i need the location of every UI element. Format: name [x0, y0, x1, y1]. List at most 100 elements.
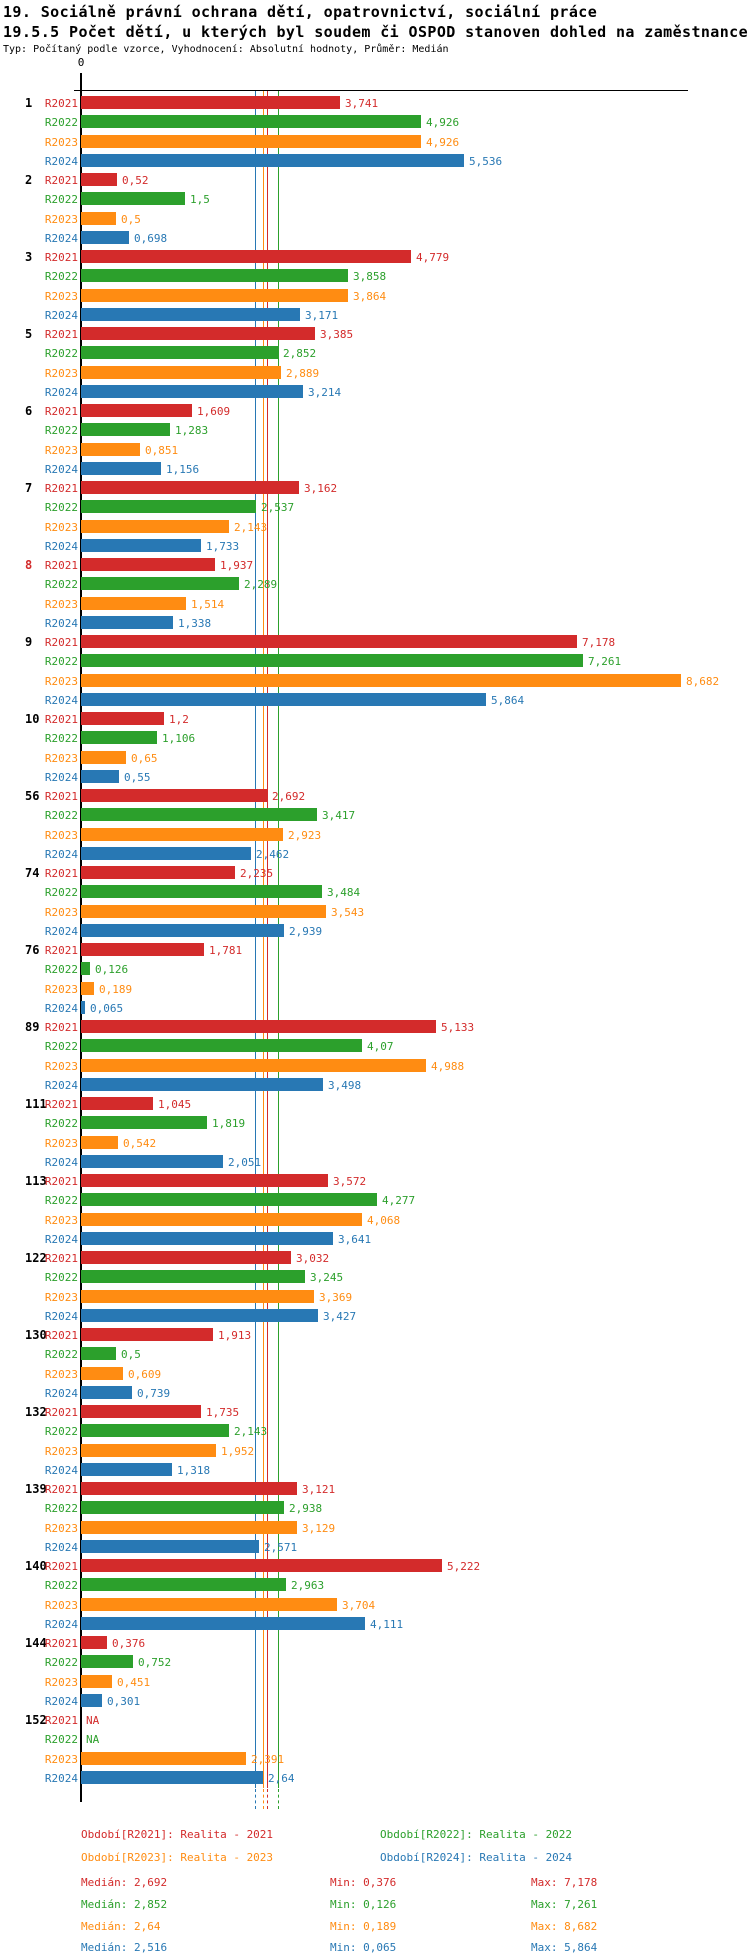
bar-value-label: 0,126 [95, 963, 129, 976]
bar-value-label: 3,704 [342, 1599, 376, 1612]
bar [81, 1405, 201, 1418]
bar [81, 885, 322, 898]
bar-value-label: 0,65 [131, 752, 158, 765]
series-row-label: R2024 [44, 1156, 78, 1169]
series-row-label: R2023 [44, 1214, 78, 1227]
bar-value-label: 1,338 [178, 617, 212, 630]
stat-min-R2022: Min: 0,126 [330, 1898, 397, 1911]
stat-max-R2021: Max: 7,178 [531, 1876, 598, 1889]
group-label: 74 [25, 866, 40, 880]
chart-meta-line: Typ: Počítaný podle vzorce, Vyhodnocení:… [3, 44, 449, 55]
median-line-dashed-tail-R2024 [255, 1789, 256, 1809]
bar [81, 1116, 207, 1129]
bar-value-label: 3,417 [322, 809, 356, 822]
bar-value-label: 1,283 [175, 424, 209, 437]
bar [81, 1309, 318, 1322]
series-row-label: R2024 [44, 309, 78, 322]
stat-median-R2022: Medián: 2,852 [81, 1898, 168, 1911]
series-row-label: R2021 [44, 713, 78, 726]
bar-value-label: 0,739 [137, 1387, 171, 1400]
series-row-label: R2024 [44, 1772, 78, 1785]
bar [81, 135, 421, 148]
series-row-label: R2022 [44, 347, 78, 360]
group-label: 8 [25, 558, 33, 572]
stat-min-R2021: Min: 0,376 [330, 1876, 397, 1889]
series-row-label: R2023 [44, 136, 78, 149]
bar [81, 346, 278, 359]
bar-value-label: 1,5 [190, 193, 210, 206]
series-row-label: R2024 [44, 1079, 78, 1092]
bar [81, 327, 315, 340]
bar [81, 154, 464, 167]
bar [81, 635, 577, 648]
series-row-label: R2023 [44, 521, 78, 534]
series-row-label: R2021 [44, 1175, 78, 1188]
bar [81, 289, 348, 302]
series-row-label: R2024 [44, 463, 78, 476]
bar [81, 1675, 112, 1688]
series-row-label: R2021 [44, 790, 78, 803]
series-row-label: R2024 [44, 1541, 78, 1554]
series-row-label: R2023 [44, 1445, 78, 1458]
series-row-label: R2022 [44, 1040, 78, 1053]
bar-value-label: 4,07 [367, 1040, 394, 1053]
bar [81, 173, 117, 186]
bar [81, 654, 583, 667]
series-row-label: R2024 [44, 848, 78, 861]
series-row-label: R2022 [44, 1579, 78, 1592]
bar [81, 674, 681, 687]
series-row-label: R2023 [44, 367, 78, 380]
legend-item-R2024: Období[R2024]: Realita - 2024 [380, 1851, 573, 1864]
group-label: 6 [25, 404, 33, 418]
bar [81, 1136, 118, 1149]
series-row-label: R2024 [44, 617, 78, 630]
bar [81, 539, 201, 552]
series-row-label: R2022 [44, 270, 78, 283]
series-row-label: R2023 [44, 290, 78, 303]
bar [81, 712, 164, 725]
bar-value-label: 3,498 [328, 1079, 362, 1092]
series-row-label: R2022 [44, 963, 78, 976]
series-row-label: R2024 [44, 155, 78, 168]
bar [81, 231, 129, 244]
bar-value-label: 4,111 [370, 1618, 404, 1631]
bar-value-label: 3,864 [353, 290, 387, 303]
median-line-dashed-tail-R2023 [263, 1789, 264, 1809]
bar [81, 1617, 365, 1630]
bar [81, 1752, 246, 1765]
bar [81, 693, 486, 706]
bar [81, 751, 126, 764]
group-label: 152 [25, 1713, 47, 1727]
series-row-label: R2022 [44, 886, 78, 899]
series-row-label: R2023 [44, 1753, 78, 1766]
bar-value-label: 3,543 [331, 906, 365, 919]
bar [81, 1463, 172, 1476]
bar [81, 1424, 229, 1437]
series-row-label: R2021 [44, 174, 78, 187]
bar-value-label: 2,289 [244, 578, 278, 591]
bar-value-label: 1,952 [221, 1445, 255, 1458]
stat-max-R2023: Max: 8,682 [531, 1920, 598, 1933]
series-row-label: R2022 [44, 116, 78, 129]
page-title: 19. Sociálně právní ochrana dětí, opatro… [3, 3, 598, 21]
series-row-label: R2022 [44, 424, 78, 437]
series-row-label: R2022 [44, 193, 78, 206]
bar-value-label: 3,572 [333, 1175, 367, 1188]
group-label: 122 [25, 1251, 47, 1265]
bar-value-label: 1,514 [191, 598, 225, 611]
group-label: 2 [25, 173, 33, 187]
series-row-label: R2023 [44, 1599, 78, 1612]
bar [81, 1328, 213, 1341]
bar-value-label: 1,733 [206, 540, 240, 553]
bar-value-label: 2,051 [228, 1156, 262, 1169]
y-axis-line [80, 73, 82, 1802]
series-row-label: R2021 [44, 1560, 78, 1573]
bar [81, 1078, 323, 1091]
bar [81, 1097, 153, 1110]
group-label: 10 [25, 712, 40, 726]
bar-value-label: 3,641 [338, 1233, 372, 1246]
bar [81, 1290, 314, 1303]
bar [81, 1193, 377, 1206]
bar [81, 520, 229, 533]
median-line-dashed-tail-R2021 [267, 1789, 268, 1809]
